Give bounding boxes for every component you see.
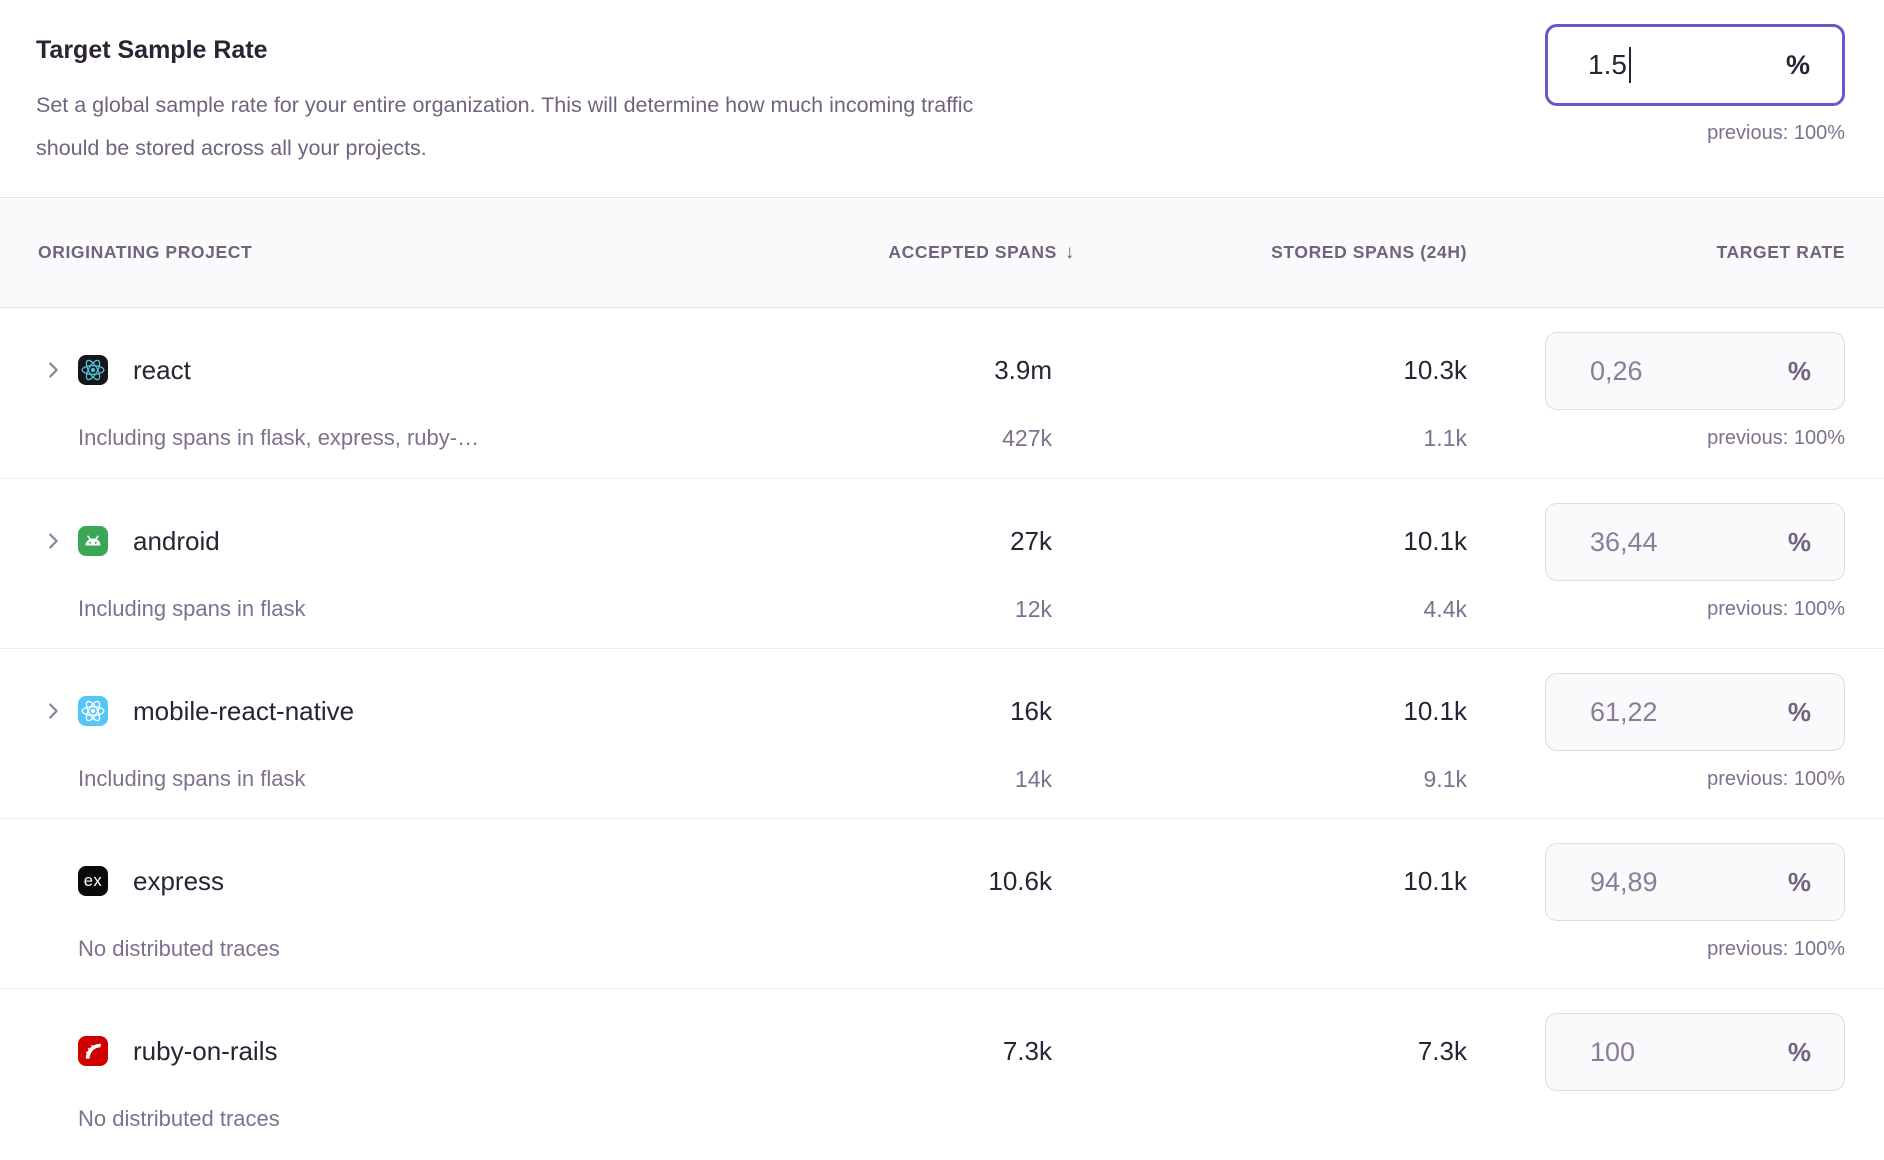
target-rate-input[interactable]: 61,22 % — [1545, 673, 1845, 751]
accepted-spans-value: 3.9m — [994, 355, 1052, 385]
stored-spans-value: 7.3k — [1417, 1036, 1467, 1066]
column-stored-spans: STORED SPANS (24H) — [1271, 242, 1467, 262]
target-rate-input[interactable]: 36,44 % — [1545, 503, 1845, 581]
target-rate-value: 0,26 — [1590, 355, 1643, 386]
target-rate-value: 61,22 — [1590, 696, 1658, 727]
text-cursor — [1628, 47, 1631, 83]
accepted-spans-value: 7.3k — [1002, 1036, 1052, 1066]
express-icon: ex — [78, 866, 108, 896]
page-title: Target Sample Rate — [36, 36, 268, 64]
rails-icon — [78, 1036, 108, 1066]
project-note: Including spans in flask, express, ruby-… — [78, 425, 480, 450]
page-description-line1: Set a global sample rate for your entire… — [36, 93, 974, 117]
stored-spans-value: 10.1k — [1403, 526, 1467, 556]
react-native-icon — [78, 696, 108, 726]
target-rate-value: 100 — [1590, 1036, 1636, 1067]
stored-spans-value: 10.1k — [1403, 696, 1467, 726]
stored-spans-sub-value: 1.1k — [1423, 425, 1467, 451]
target-rate-input[interactable]: 94,89 % — [1545, 843, 1845, 921]
sort-descending-icon: ↓ — [1064, 242, 1075, 263]
react-icon — [78, 355, 108, 385]
percent-suffix: % — [1787, 526, 1811, 557]
percent-suffix: % — [1787, 696, 1811, 727]
table-header: ORIGINATING PROJECT ACCEPTED SPANS ↓ STOR… — [0, 197, 1884, 308]
global-previous-rate: previous: 100% — [1707, 122, 1845, 144]
global-sample-rate-value: 1.5 — [1588, 49, 1627, 80]
page-description-line2: should be stored across all your project… — [36, 136, 427, 160]
stored-spans-value: 10.1k — [1403, 866, 1467, 896]
column-accepted-spans-label: ACCEPTED SPANS — [888, 242, 1057, 262]
accepted-spans-sub-value: 427k — [1002, 425, 1052, 451]
accepted-spans-value: 10.6k — [988, 866, 1052, 896]
table-row: ruby-on-rails No distributed traces 7.3k… — [0, 988, 1884, 1158]
stored-spans-sub-value: 9.1k — [1423, 766, 1467, 792]
project-note: Including spans in flask — [78, 766, 306, 791]
previous-rate: previous: 100% — [1707, 768, 1845, 790]
table-row: mobile-react-native Including spans in f… — [0, 648, 1884, 818]
percent-suffix: % — [1785, 49, 1810, 80]
accepted-spans-value: 27k — [1010, 526, 1052, 556]
accepted-spans-sub-value: 12k — [1014, 596, 1052, 622]
project-name[interactable]: mobile-react-native — [133, 696, 355, 726]
column-accepted-spans[interactable]: ACCEPTED SPANS ↓ — [888, 237, 1075, 268]
percent-suffix: % — [1787, 1036, 1811, 1067]
stored-spans-value: 10.3k — [1403, 355, 1467, 385]
previous-rate: previous: 100% — [1707, 938, 1845, 960]
project-name[interactable]: ruby-on-rails — [133, 1036, 278, 1066]
project-note: No distributed traces — [78, 936, 280, 961]
table-row: react Including spans in flask, express,… — [0, 308, 1884, 478]
target-rate-value: 36,44 — [1590, 526, 1658, 557]
previous-rate: previous: 100% — [1707, 427, 1845, 449]
chevron-right-icon[interactable] — [42, 359, 64, 381]
android-icon — [78, 526, 108, 556]
previous-rate: previous: 100% — [1707, 598, 1845, 620]
chevron-right-icon[interactable] — [42, 530, 64, 552]
column-target-rate: TARGET RATE — [1716, 242, 1845, 262]
project-name[interactable]: express — [133, 866, 225, 896]
accepted-spans-sub-value: 14k — [1014, 766, 1052, 792]
target-rate-input[interactable]: 0,26 % — [1545, 332, 1845, 410]
table-row: android Including spans in flask 27k 10.… — [0, 478, 1884, 648]
target-rate-input[interactable]: 100 % — [1545, 1013, 1845, 1091]
percent-suffix: % — [1787, 866, 1811, 897]
project-name[interactable]: react — [133, 355, 191, 385]
chevron-right-icon[interactable] — [42, 700, 64, 722]
percent-suffix: % — [1787, 355, 1811, 386]
project-note: No distributed traces — [78, 1106, 280, 1131]
global-sample-rate-input[interactable]: 1.5 % — [1545, 24, 1845, 106]
accepted-spans-value: 16k — [1010, 696, 1052, 726]
column-originating-project: ORIGINATING PROJECT — [38, 242, 253, 262]
target-rate-value: 94,89 — [1590, 866, 1658, 897]
stored-spans-sub-value: 4.4k — [1423, 596, 1467, 622]
project-note: Including spans in flask — [78, 596, 306, 621]
table-row: ex express No distributed traces 10.6k 1… — [0, 818, 1884, 988]
project-name[interactable]: android — [133, 526, 220, 556]
